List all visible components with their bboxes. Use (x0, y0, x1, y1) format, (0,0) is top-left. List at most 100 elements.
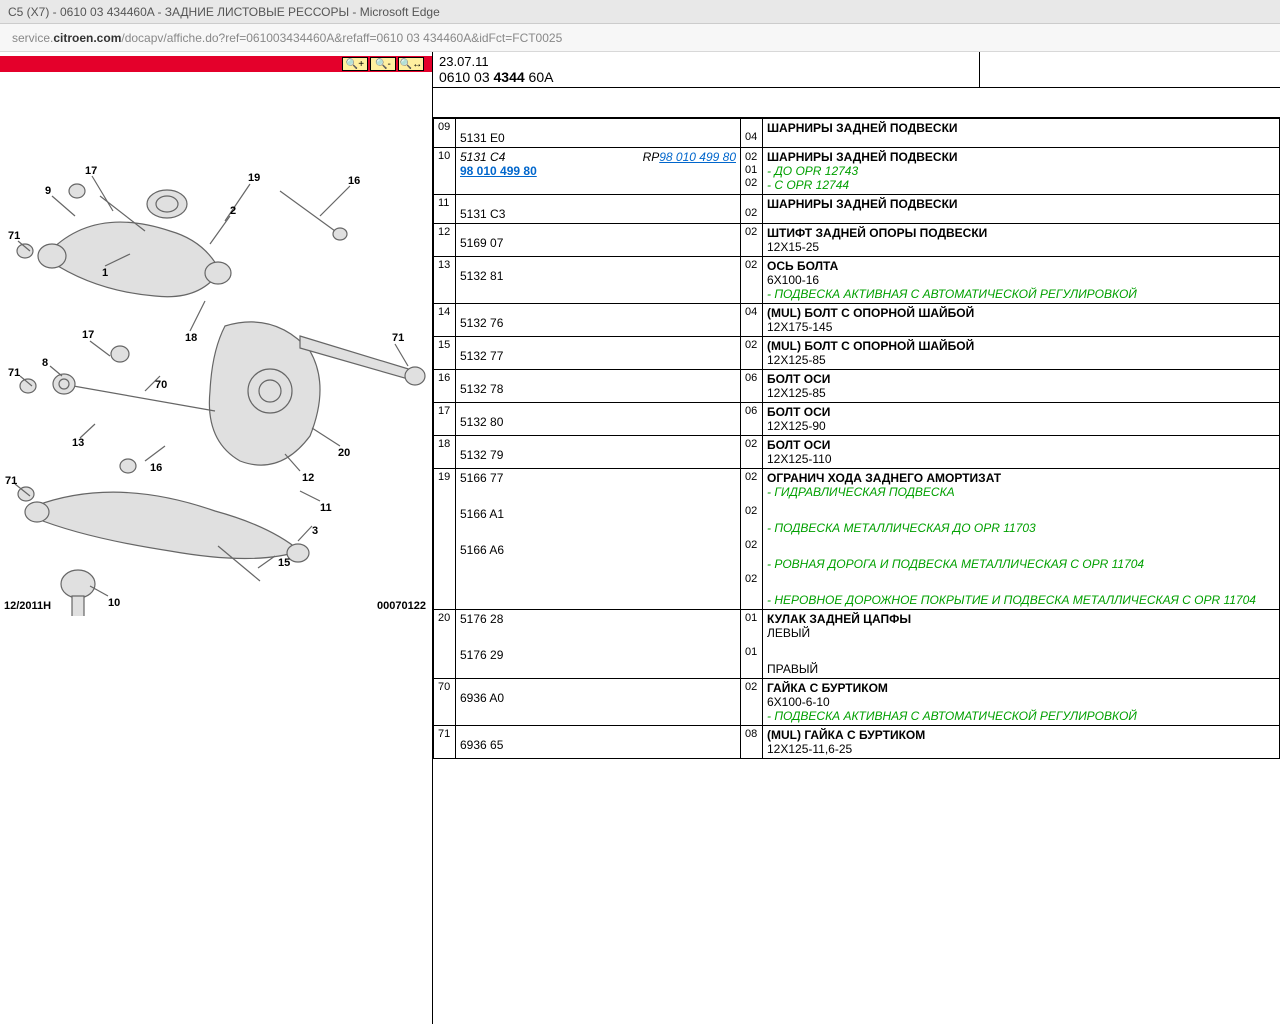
svg-text:9: 9 (45, 185, 51, 197)
quantity: 02 (741, 224, 763, 257)
quantity: 06 (741, 403, 763, 436)
row-number: 09 (434, 119, 456, 148)
table-row: 135132 8102ОСЬ БОЛТА6X100-16- ПОДВЕСКА А… (434, 257, 1280, 304)
table-row: 145132 7604(MUL) БОЛТ С ОПОРНОЙ ШАЙБОЙ12… (434, 304, 1280, 337)
svg-text:18: 18 (185, 332, 197, 344)
table-row: 195166 775166 A15166 A602020202ОГРАНИЧ Х… (434, 469, 1280, 610)
row-number: 70 (434, 679, 456, 726)
part-reference: 5132 80 (456, 403, 741, 436)
table-row: 095131 E004ШАРНИРЫ ЗАДНЕЙ ПОДВЕСКИ (434, 119, 1280, 148)
description: (MUL) ГАЙКА С БУРТИКОМ12X125-11,6-25 (763, 726, 1280, 759)
description: (MUL) БОЛТ С ОПОРНОЙ ШАЙБОЙ12X175-145 (763, 304, 1280, 337)
row-number: 71 (434, 726, 456, 759)
quantity: 02 (741, 337, 763, 370)
svg-text:71: 71 (8, 230, 20, 242)
table-row: 716936 6508(MUL) ГАЙКА С БУРТИКОМ12X125-… (434, 726, 1280, 759)
row-number: 10 (434, 148, 456, 195)
description: ШАРНИРЫ ЗАДНЕЙ ПОДВЕСКИ (763, 119, 1280, 148)
zoom-fit-button[interactable]: 🔍↔ (398, 57, 424, 71)
part-reference: 5131 E0 (456, 119, 741, 148)
part-reference: 6936 A0 (456, 679, 741, 726)
svg-text:19: 19 (248, 172, 260, 184)
part-reference: 5176 285176 29 (456, 610, 741, 679)
svg-text:20: 20 (338, 447, 350, 459)
url-host: service. (12, 31, 53, 45)
svg-text:16: 16 (150, 462, 162, 474)
row-number: 15 (434, 337, 456, 370)
description: БОЛТ ОСИ12X125-90 (763, 403, 1280, 436)
row-number: 13 (434, 257, 456, 304)
table-row: 185132 7902БОЛТ ОСИ12X125-110 (434, 436, 1280, 469)
svg-text:71: 71 (8, 367, 20, 379)
row-number: 20 (434, 610, 456, 679)
row-number: 19 (434, 469, 456, 610)
row-number: 18 (434, 436, 456, 469)
table-header: 23.07.11 0610 03 4344 60A (433, 52, 1280, 88)
description: БОЛТ ОСИ12X125-85 (763, 370, 1280, 403)
header-date: 23.07.11 (439, 54, 973, 69)
toolbar: 🔍+ 🔍- 🔍↔ (0, 56, 432, 72)
svg-text:13: 13 (72, 437, 84, 449)
quantity: 02020202 (741, 469, 763, 610)
diagram-code: 00070122 (377, 600, 426, 612)
table-row: 706936 A002ГАЙКА С БУРТИКОМ6X100-6-10- П… (434, 679, 1280, 726)
description: ШАРНИРЫ ЗАДНЕЙ ПОДВЕСКИ- ДО OPR 12743- C… (763, 148, 1280, 195)
url-path: /docapv/affiche.do?ref=061003434460A&ref… (121, 31, 562, 45)
description: БОЛТ ОСИ12X125-110 (763, 436, 1280, 469)
table-row: 125169 0702ШТИФТ ЗАДНЕЙ ОПОРЫ ПОДВЕСКИ12… (434, 224, 1280, 257)
parts-diagram[interactable]: 17 9 19 2 16 1 71 17 8 18 70 71 20 13 16… (0, 76, 430, 616)
window-titlebar: C5 (X7) - 0610 03 434460A - ЗАДНИЕ ЛИСТО… (0, 0, 1280, 24)
svg-text:10: 10 (108, 597, 120, 609)
row-number: 11 (434, 195, 456, 224)
rp-link[interactable]: 98 010 499 80 (659, 150, 736, 164)
diagram-date: 12/2011H (4, 600, 51, 612)
row-number: 12 (434, 224, 456, 257)
svg-text:8: 8 (42, 357, 48, 369)
svg-text:2: 2 (230, 205, 236, 217)
svg-text:15: 15 (278, 557, 290, 569)
svg-text:1: 1 (102, 267, 108, 279)
svg-text:71: 71 (5, 475, 17, 487)
part-reference: 6936 65 (456, 726, 741, 759)
part-reference: 5132 76 (456, 304, 741, 337)
description: ОГРАНИЧ ХОДА ЗАДНЕГО АМОРТИЗАТ- ГИДРАВЛИ… (763, 469, 1280, 610)
parts-table-panel: 23.07.11 0610 03 4344 60A 095131 E004ШАР… (432, 52, 1280, 1024)
svg-text:71: 71 (392, 332, 404, 344)
part-reference: 5131 C4RP 98 010 499 8098 010 499 80 (456, 148, 741, 195)
quantity: 02 (741, 679, 763, 726)
part-reference: 5132 77 (456, 337, 741, 370)
svg-text:11: 11 (320, 502, 332, 514)
quantity: 02 (741, 195, 763, 224)
quantity: 04 (741, 119, 763, 148)
row-number: 17 (434, 403, 456, 436)
quantity: 02 (741, 257, 763, 304)
zoom-out-button[interactable]: 🔍- (370, 57, 396, 71)
table-row: 175132 8006БОЛТ ОСИ12X125-90 (434, 403, 1280, 436)
quantity: 0101 (741, 610, 763, 679)
svg-text:3: 3 (312, 525, 318, 537)
part-reference: 5132 81 (456, 257, 741, 304)
table-row: 165132 7806БОЛТ ОСИ12X125-85 (434, 370, 1280, 403)
description: ШАРНИРЫ ЗАДНЕЙ ПОДВЕСКИ (763, 195, 1280, 224)
row-number: 14 (434, 304, 456, 337)
window-title: C5 (X7) - 0610 03 434460A - ЗАДНИЕ ЛИСТО… (8, 5, 440, 19)
quantity: 08 (741, 726, 763, 759)
svg-text:17: 17 (85, 165, 97, 177)
diagram-panel: 🔍+ 🔍- 🔍↔ (0, 52, 432, 1024)
svg-text:12: 12 (302, 472, 314, 484)
part-reference: 5132 78 (456, 370, 741, 403)
quantity: 02 (741, 436, 763, 469)
part-link[interactable]: 98 010 499 80 (460, 164, 537, 178)
zoom-in-button[interactable]: 🔍+ (342, 57, 368, 71)
header-ref: 0610 03 4344 60A (439, 69, 973, 85)
row-number: 16 (434, 370, 456, 403)
svg-text:17: 17 (82, 329, 94, 341)
url-domain: citroen.com (53, 31, 121, 45)
svg-text:70: 70 (155, 379, 167, 391)
description: ОСЬ БОЛТА6X100-16- ПОДВЕСКА АКТИВНАЯ С А… (763, 257, 1280, 304)
description: ГАЙКА С БУРТИКОМ6X100-6-10- ПОДВЕСКА АКТ… (763, 679, 1280, 726)
part-reference: 5132 79 (456, 436, 741, 469)
table-row: 105131 C4RP 98 010 499 8098 010 499 8002… (434, 148, 1280, 195)
svg-text:16: 16 (348, 175, 360, 187)
address-bar[interactable]: service.citroen.com/docapv/affiche.do?re… (0, 24, 1280, 52)
